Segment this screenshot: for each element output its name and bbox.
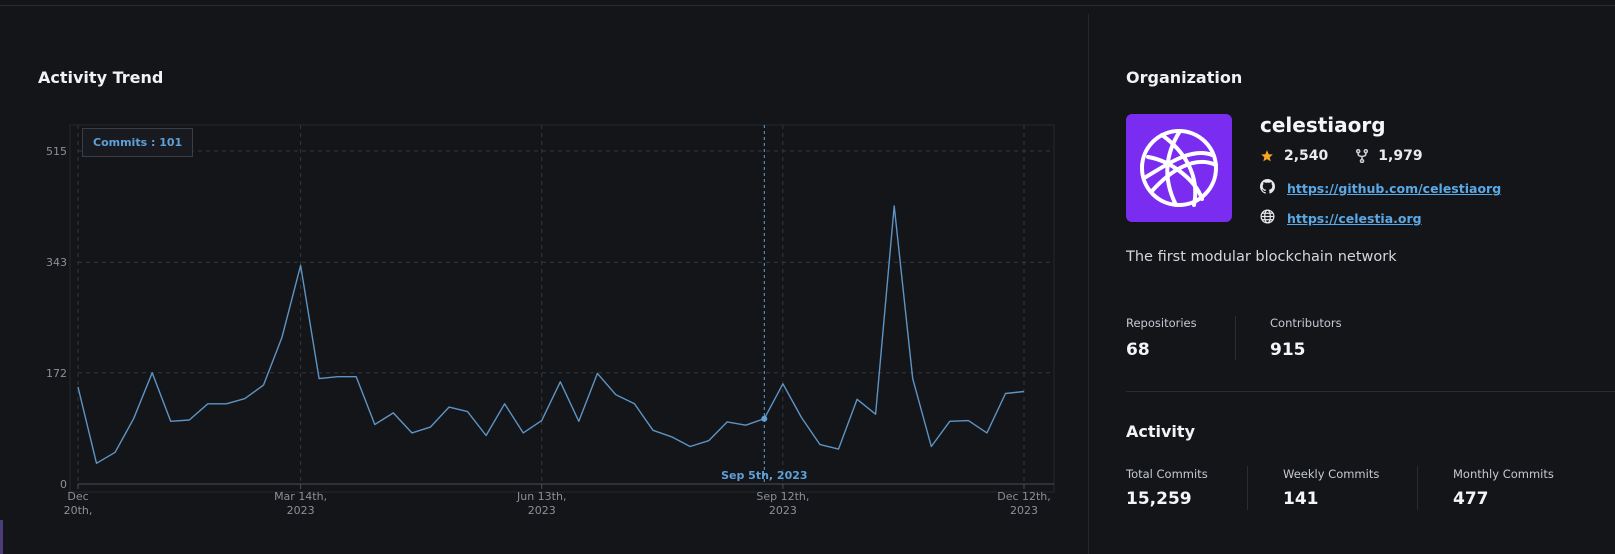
total-commits-label: Total Commits: [1126, 467, 1208, 481]
fork-icon: [1356, 149, 1369, 163]
weekly-commits-label: Weekly Commits: [1283, 467, 1380, 481]
x-tick-label: 2023: [528, 504, 556, 517]
y-tick-label: 515: [46, 145, 67, 158]
x-tick-label: Dec: [67, 490, 88, 503]
highlight-point: [761, 415, 768, 422]
org-name: celestiaorg: [1260, 113, 1386, 137]
repositories-label: Repositories: [1126, 316, 1197, 330]
x-tick-label: 2023: [1010, 504, 1038, 517]
x-tick-label: 2023: [287, 504, 315, 517]
y-tick-label: 0: [60, 478, 67, 491]
panel-divider: [1088, 14, 1089, 554]
y-tick-label: 343: [46, 256, 67, 269]
series-line-commits: [77, 205, 1025, 464]
x-tick-label: 20th,: [64, 504, 93, 517]
monthly-commits-label: Monthly Commits: [1453, 467, 1554, 481]
activity-trend-title: Activity Trend: [38, 68, 164, 87]
organization-title: Organization: [1126, 68, 1243, 87]
y-tick-label: 172: [46, 367, 67, 380]
x-tick-label: Mar 14th,: [274, 490, 327, 503]
x-tick-label: Sep 12th,: [756, 490, 809, 503]
crosshair-date-label: Sep 5th, 2023: [721, 469, 807, 482]
star-count: 2,540: [1284, 148, 1329, 164]
stat-separator: [1417, 466, 1418, 510]
total-commits-value: 15,259: [1126, 489, 1192, 509]
website-link-row: https://celestia.org: [1260, 209, 1422, 228]
stat-separator: [1235, 316, 1236, 360]
github-link[interactable]: https://github.com/celestiaorg: [1287, 181, 1502, 196]
website-link[interactable]: https://celestia.org: [1287, 211, 1422, 226]
x-tick-label: Jun 13th,: [516, 490, 566, 503]
top-border: [0, 5, 1615, 6]
chart-tooltip: Commits : 101: [82, 128, 194, 157]
monthly-commits-value: 477: [1453, 489, 1489, 509]
weekly-commits-value: 141: [1283, 489, 1319, 509]
section-separator: [1126, 391, 1615, 392]
github-icon: [1260, 179, 1275, 198]
x-tick-label: Dec 12th,: [997, 490, 1051, 503]
fork-count: 1,979: [1378, 148, 1423, 164]
contributors-label: Contributors: [1270, 316, 1342, 330]
org-stats: 2,540 1,979: [1260, 148, 1423, 164]
stat-separator: [1247, 466, 1248, 510]
star-icon: [1260, 149, 1274, 163]
globe-icon: [1260, 209, 1275, 228]
github-link-row: https://github.com/celestiaorg: [1260, 179, 1501, 198]
celestia-logo-icon: [1126, 114, 1232, 222]
org-description: The first modular blockchain network: [1126, 249, 1397, 265]
repositories-value: 68: [1126, 340, 1150, 360]
contributors-value: 915: [1270, 340, 1306, 360]
plot-frame: [69, 124, 1055, 493]
x-tick-label: 2023: [769, 504, 797, 517]
activity-stats-title: Activity: [1126, 422, 1195, 441]
left-edge-accent: [0, 520, 3, 554]
